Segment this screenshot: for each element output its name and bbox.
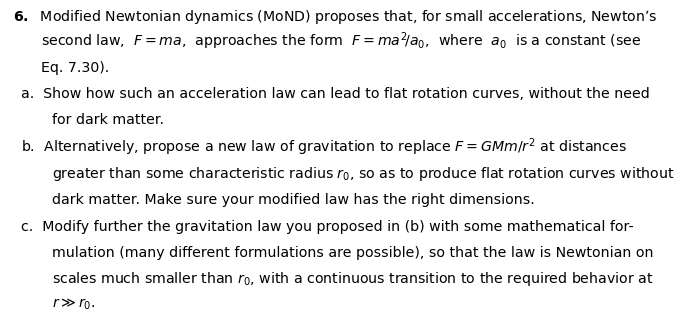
Text: Eq. 7.30).: Eq. 7.30). xyxy=(41,61,109,75)
Text: $\mathbf{6.}$  Modified Newtonian dynamics (MoND) proposes that, for small accel: $\mathbf{6.}$ Modified Newtonian dynamic… xyxy=(13,8,657,26)
Text: second law,  $F = ma$,  approaches the form  $F = ma^2\!/a_0$,  where  $a_0$  is: second law, $F = ma$, approaches the for… xyxy=(41,31,641,52)
Text: scales much smaller than $r_0$, with a continuous transition to the required beh: scales much smaller than $r_0$, with a c… xyxy=(52,270,654,288)
Text: dark matter. Make sure your modified law has the right dimensions.: dark matter. Make sure your modified law… xyxy=(52,192,536,206)
Text: greater than some characteristic radius $r_0$, so as to produce flat rotation cu: greater than some characteristic radius … xyxy=(52,165,675,183)
Text: c.  Modify further the gravitation law you proposed in (b) with some mathematica: c. Modify further the gravitation law yo… xyxy=(21,220,634,234)
Text: mulation (many different formulations are possible), so that the law is Newtonia: mulation (many different formulations ar… xyxy=(52,246,654,259)
Text: a.  Show how such an acceleration law can lead to flat rotation curves, without : a. Show how such an acceleration law can… xyxy=(21,87,650,101)
Text: b.  Alternatively, propose a new law of gravitation to replace $F = GMm/r^2$ at : b. Alternatively, propose a new law of g… xyxy=(21,136,627,158)
Text: for dark matter.: for dark matter. xyxy=(52,113,164,127)
Text: $r \gg r_0$.: $r \gg r_0$. xyxy=(52,297,96,313)
